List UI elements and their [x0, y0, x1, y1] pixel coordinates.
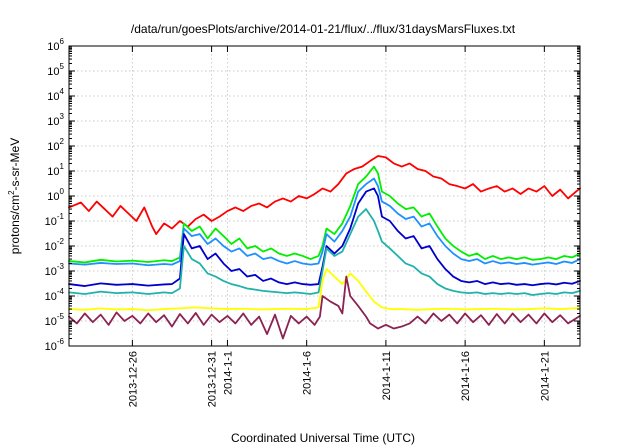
series-line-4	[68, 187, 581, 287]
series-line-6	[68, 268, 581, 312]
y-tick-exponent: -2	[57, 237, 65, 246]
chart-title: /data/run/goesPlots/archive/2014-01-21/f…	[131, 22, 516, 36]
x-tick-label: 2013-12-31	[207, 351, 219, 407]
y-tick-label: 10-5	[45, 312, 65, 328]
x-tick-label: 2014-1-21	[539, 351, 551, 401]
y-tick-label: 102	[47, 137, 64, 153]
y-tick-base: 10	[45, 241, 57, 253]
y-tick-base: 10	[45, 216, 57, 228]
y-tick-label: 10-2	[45, 237, 65, 253]
y-axis-tick-labels: 10-610-510-410-310-210-11001011021031041…	[45, 37, 65, 353]
series-line-7	[68, 275, 581, 340]
y-tick-exponent: 5	[60, 62, 65, 71]
y-tick-label: 10-4	[45, 287, 65, 303]
x-axis-label: Coordinated Universal Time (UTC)	[231, 431, 415, 445]
y-tick-base: 10	[47, 91, 59, 103]
y-tick-label: 10-6	[45, 337, 65, 353]
y-tick-base: 10	[45, 341, 57, 353]
y-tick-label: 10-1	[45, 212, 65, 228]
y-tick-label: 100	[47, 187, 64, 203]
y-tick-label: 103	[47, 112, 64, 128]
y-tick-exponent: -1	[57, 212, 65, 221]
y-tick-base: 10	[45, 316, 57, 328]
y-tick-label: 104	[47, 87, 64, 103]
y-tick-label: 10-3	[45, 262, 65, 278]
y-tick-base: 10	[47, 191, 59, 203]
y-tick-base: 10	[47, 166, 59, 178]
y-tick-label: 106	[47, 37, 64, 53]
series-line-3	[68, 177, 581, 267]
y-tick-base: 10	[45, 291, 57, 303]
y-tick-exponent: 6	[60, 37, 65, 46]
series-line-1	[68, 155, 581, 235]
x-tick-label: 2014-1-16	[460, 351, 472, 401]
y-tick-exponent: -5	[57, 312, 65, 321]
y-tick-exponent: -3	[57, 262, 65, 271]
y-tick-base: 10	[47, 141, 59, 153]
y-tick-label: 105	[47, 62, 64, 78]
y-tick-exponent: 3	[60, 112, 65, 121]
y-tick-base: 10	[47, 41, 59, 53]
x-tick-label: 2014-1-6	[302, 351, 314, 395]
y-tick-base: 10	[47, 116, 59, 128]
y-tick-exponent: -4	[57, 287, 65, 296]
y-tick-label: 101	[47, 162, 64, 178]
y-tick-exponent: 4	[60, 87, 65, 96]
x-tick-label: 2014-1-1	[222, 351, 234, 395]
x-tick-label: 2014-1-11	[381, 351, 393, 400]
y-tick-base: 10	[45, 266, 57, 278]
x-tick-label: 2013-12-26	[127, 351, 139, 407]
y-axis-label: protons/cm2-s-sr-MeV	[7, 138, 22, 254]
series-line-5	[68, 208, 581, 296]
y-tick-exponent: 0	[60, 187, 65, 196]
y-tick-exponent: 2	[60, 137, 65, 146]
axis-ticks	[69, 45, 580, 347]
x-axis-tick-labels: 2013-12-26 2013-12-31 2014-1-1 2014-1-6 2014…	[127, 351, 551, 407]
y-tick-exponent: 1	[60, 162, 65, 171]
series-line-2	[68, 165, 581, 264]
y-tick-exponent: -6	[57, 337, 65, 346]
y-axis-label-suffix: -s-sr-MeV	[8, 138, 22, 191]
y-axis-label-superscript: 2	[7, 190, 16, 195]
data-series	[68, 155, 581, 340]
y-tick-base: 10	[47, 66, 59, 78]
y-axis-label-prefix: protons/cm	[8, 195, 22, 254]
grid-lines	[69, 46, 580, 346]
